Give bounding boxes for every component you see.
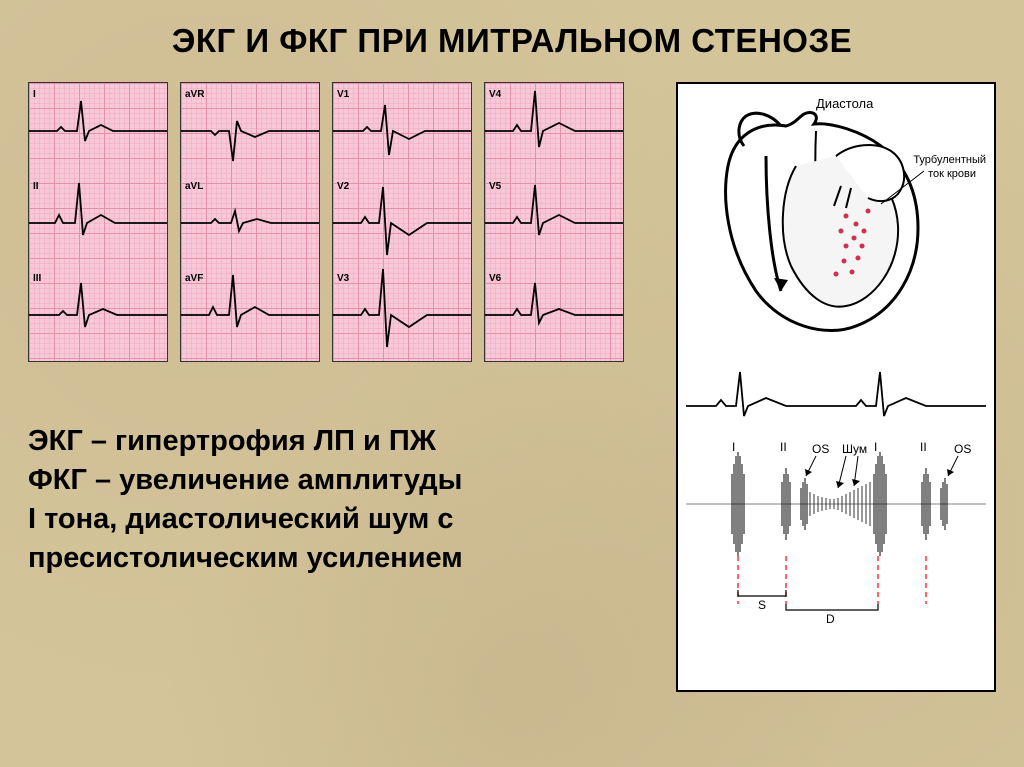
ecg-trace (333, 83, 472, 362)
left-column: I II III aVR aVL aVF (28, 82, 658, 692)
s1-label-2: I (874, 440, 877, 454)
os-label-2: OS (954, 442, 971, 456)
ecg-panel-limb: I II III (28, 82, 168, 362)
fcg-rest: – увеличение амплитуды (87, 464, 463, 496)
interval-s: S (758, 598, 766, 612)
main-layout: I II III aVR aVL aVF (0, 60, 1024, 692)
pcg-svg (686, 444, 986, 624)
turbulent-label-top: Турбулентный (913, 154, 986, 166)
ecg-panel-precordial-b: V4 V5 V6 (484, 82, 624, 362)
page-title: ЭКГ И ФКГ ПРИ МИТРАЛЬНОМ СТЕНОЗЕ (0, 0, 1024, 60)
line3: I тона, диастолический шум с (28, 500, 628, 539)
s2-label-2: II (920, 440, 927, 454)
ecg-trace (29, 83, 168, 362)
interval-d: D (826, 612, 835, 626)
heart-svg (686, 96, 986, 346)
diastole-label: Диастола (816, 96, 873, 111)
line4: пресистолическим усилением (28, 539, 628, 578)
lead-label: V3 (337, 273, 349, 284)
os-label: OS (812, 442, 829, 456)
ecg-rest: – гипертрофия ЛП и ПЖ (83, 425, 436, 457)
ecg-trace (181, 83, 320, 362)
murmur-label: Шум (842, 442, 867, 456)
s1-label: I (732, 440, 735, 454)
ecg-panel-augmented: aVR aVL aVF (180, 82, 320, 362)
lead-label: III (33, 273, 41, 284)
lead-label: V6 (489, 273, 501, 284)
turbulent-label-bot: ток крови (928, 168, 976, 180)
small-ecg (686, 356, 986, 436)
ecg-row: I II III aVR aVL aVF (28, 82, 658, 362)
lead-label: aVL (185, 181, 203, 192)
ecg-trace (485, 83, 624, 362)
lead-label: II (33, 181, 39, 192)
small-ecg-svg (686, 356, 986, 436)
lead-label: V5 (489, 181, 501, 192)
heart-diagram: Диастола Турбулентный ток крови (686, 96, 986, 346)
lead-label: aVF (185, 273, 203, 284)
ecg-prefix: ЭКГ (28, 425, 83, 457)
right-panel: Диастола Турбулентный ток крови (676, 82, 996, 692)
lead-label: V2 (337, 181, 349, 192)
explanation-text: ЭКГ – гипертрофия ЛП и ПЖ ФКГ – увеличен… (28, 422, 628, 579)
ecg-panel-precordial-a: V1 V2 V3 (332, 82, 472, 362)
fcg-prefix: ФКГ (28, 464, 87, 496)
s2-label: II (780, 440, 787, 454)
pcg-diagram: I II OS Шум I II OS S D (686, 444, 986, 624)
